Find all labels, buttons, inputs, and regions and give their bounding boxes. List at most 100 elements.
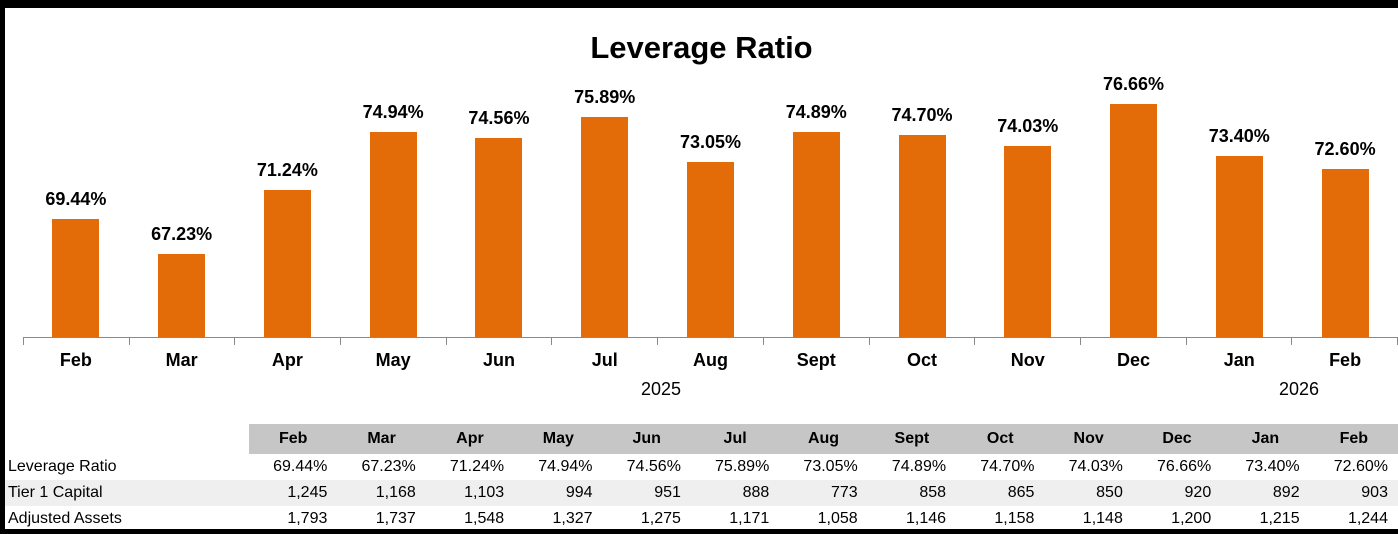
bar-value-label: 67.23% <box>151 224 213 244</box>
table-column-header: Sept <box>867 424 957 454</box>
table-cell: 75.89% <box>715 458 770 475</box>
bar <box>1321 168 1369 337</box>
table-column-header: Jun <box>602 424 691 454</box>
bar-column: 74.03% <box>975 116 1081 337</box>
month-label: Feb <box>59 350 92 370</box>
year-axis-labels: 2025 2026 <box>23 379 1398 401</box>
bar <box>263 190 311 337</box>
bar-value-label: 72.60% <box>1314 138 1376 159</box>
table-column-header: Oct <box>956 424 1045 454</box>
table-cell: 1,168 <box>337 480 426 506</box>
bar <box>1110 104 1158 337</box>
month-label: Feb <box>1329 350 1362 370</box>
axis-tick <box>762 338 869 345</box>
axis-tick <box>445 338 552 345</box>
month-label: Apr <box>271 350 303 370</box>
table-cell: 69.44% <box>273 458 328 475</box>
bar-column: 76.66% <box>1081 74 1187 337</box>
table-cell: 1,793 <box>287 510 328 527</box>
axis-tick <box>551 338 657 345</box>
table-cell: 888 <box>690 480 780 506</box>
table-cell: 1,200 <box>1171 510 1212 527</box>
table-cell: 920 <box>1132 480 1222 506</box>
table-column-header: Apr <box>425 424 515 454</box>
axis-tick <box>974 338 1080 345</box>
table-cell: 892 <box>1221 480 1310 506</box>
month-label: Jan <box>1223 350 1255 370</box>
bar-value-label: 74.03% <box>997 116 1059 136</box>
chart-title: Leverage Ratio <box>590 30 813 65</box>
month-label: Dec <box>1117 350 1151 370</box>
month-label: Nov <box>1010 350 1045 370</box>
table-cell: 850 <box>1044 480 1133 506</box>
table-cell: 73.05% <box>803 458 858 475</box>
table-cell: 951 <box>602 480 691 506</box>
bar <box>158 254 206 337</box>
month-label: Jul <box>591 350 618 370</box>
bar-value-label: 76.66% <box>1103 74 1165 95</box>
axis-tick <box>23 338 129 345</box>
month-label: Mar <box>165 350 198 370</box>
month-label: Aug <box>692 350 728 370</box>
table-cell: 1,244 <box>1347 510 1388 527</box>
table-cell: 903 <box>1309 480 1398 506</box>
axis-tick <box>1079 338 1186 345</box>
bar <box>475 137 523 337</box>
table-cell: 994 <box>514 480 603 506</box>
month-axis-labels: Feb Mar Apr May Jun Jul Aug Sept Oct Nov Dec Jan Feb <box>23 345 1398 371</box>
table-cell: 1,146 <box>906 510 947 527</box>
bar <box>1004 146 1052 337</box>
axis-tick <box>657 338 763 345</box>
year-label: 2025 <box>640 379 682 399</box>
year-label: 2026 <box>1278 379 1320 399</box>
table-cell: 1,737 <box>375 510 416 527</box>
table-column-header: Aug <box>779 424 868 454</box>
bar <box>686 161 734 337</box>
table-column-header: Dec <box>1132 424 1222 454</box>
bar-column: 74.70% <box>869 105 975 337</box>
table-cell: 858 <box>867 480 957 506</box>
table-column-header: Feb <box>1309 424 1398 454</box>
table-cell: 74.89% <box>891 458 947 475</box>
bar-column: 72.60% <box>1292 139 1398 337</box>
table-cell: 1,158 <box>994 510 1035 527</box>
table-column-header: May <box>514 424 603 454</box>
table-cell: 1,327 <box>552 510 593 527</box>
table-row-label: Adjusted Assets <box>8 510 122 527</box>
table-cell: 1,215 <box>1259 510 1300 527</box>
bar-value-label: 71.24% <box>256 160 318 181</box>
table-cell: 1,148 <box>1082 510 1123 527</box>
bar-value-label: 74.89% <box>785 102 847 123</box>
month-label: Jun <box>482 350 515 370</box>
bar-value-label: 74.70% <box>891 105 953 126</box>
chart-plot-area: 69.44% 67.23% 71.24% 74.94% 74.56% 75.89% 73.0… <box>23 74 1398 338</box>
table-cell: 72.60% <box>1333 458 1388 475</box>
axis-tick <box>1185 338 1292 345</box>
table-cell: 773 <box>779 480 868 506</box>
table-row-label: Tier 1 Capital <box>5 480 249 506</box>
axis-tick <box>234 338 340 345</box>
bar-value-label: 69.44% <box>45 188 107 209</box>
x-axis-ticks <box>23 338 1398 345</box>
axis-tick <box>340 338 446 345</box>
table-column-header: Mar <box>337 424 426 454</box>
bar-column: 74.56% <box>446 108 552 337</box>
month-label: May <box>375 350 411 370</box>
bar-value-label: 74.56% <box>468 107 530 128</box>
table-row-label: Leverage Ratio <box>8 458 117 475</box>
table-cell: 1,103 <box>425 480 515 506</box>
axis-tick <box>1291 338 1398 345</box>
bar-value-label: 74.94% <box>362 101 424 122</box>
bar-column: 67.23% <box>129 224 235 337</box>
bar-value-label: 75.89% <box>574 86 636 107</box>
data-table: Feb Mar Apr May Jun Jul Aug Sept Oct Nov Dec Jan Feb… <box>5 424 1398 532</box>
month-label: Oct <box>907 350 938 370</box>
table-cell: 1,171 <box>729 510 770 527</box>
bar-column: 73.40% <box>1186 126 1292 337</box>
table-cell: 73.40% <box>1245 458 1300 475</box>
bar-column: 75.89% <box>552 86 658 337</box>
table-corner-cell <box>5 424 249 454</box>
table-column-header: Jul <box>690 424 780 454</box>
table-cell: 865 <box>956 480 1045 506</box>
